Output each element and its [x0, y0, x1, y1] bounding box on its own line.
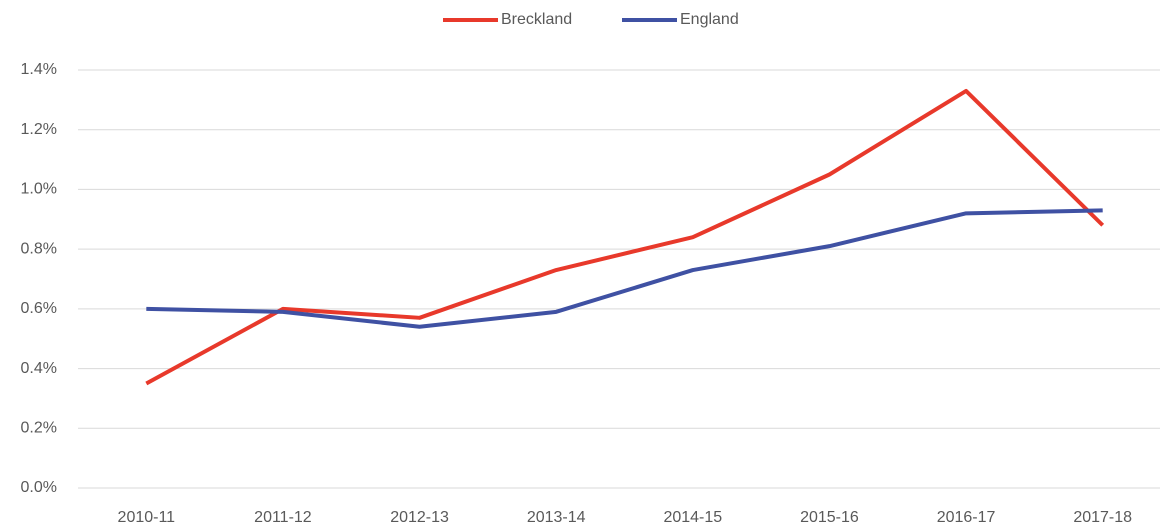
legend-label: Breckland [501, 11, 572, 28]
x-tick-label: 2015-16 [800, 509, 859, 526]
y-tick-label: 0.8% [21, 240, 57, 257]
x-tick-label: 2012-13 [390, 509, 449, 526]
y-tick-label: 0.6% [21, 300, 57, 317]
legend-label: England [680, 11, 739, 28]
y-tick-label: 1.2% [21, 121, 57, 138]
y-tick-label: 0.2% [21, 420, 57, 437]
x-tick-label: 2016-17 [937, 509, 996, 526]
x-tick-label: 2010-11 [118, 509, 176, 526]
y-tick-label: 0.4% [21, 360, 57, 377]
series-line [145, 88, 1105, 386]
x-tick-label: 2011-12 [254, 509, 312, 526]
y-tick-label: 1.0% [21, 181, 57, 198]
x-tick-label: 2013-14 [527, 509, 586, 526]
x-tick-label: 2014-15 [663, 509, 722, 526]
y-tick-label: 0.0% [21, 479, 57, 496]
x-tick-label: 2017-18 [1073, 509, 1132, 526]
series-line [146, 208, 1103, 329]
y-tick-label: 1.4% [21, 61, 57, 78]
